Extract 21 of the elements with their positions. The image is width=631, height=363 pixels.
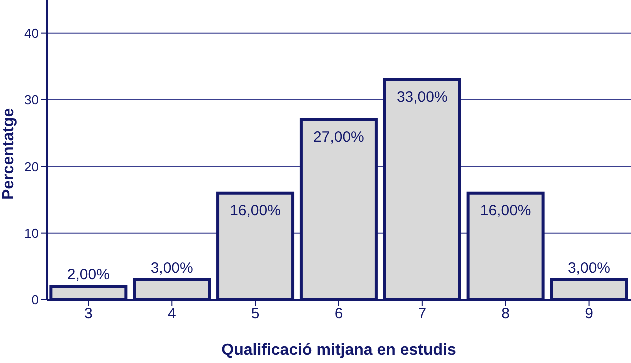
x-tick-label: 6 xyxy=(334,306,344,323)
x-axis-title: Qualificació mitjana en estudis xyxy=(222,342,456,359)
y-tick-label: 0 xyxy=(32,292,39,308)
x-tick-label: 3 xyxy=(84,306,93,323)
data-label: 16,00% xyxy=(480,202,532,220)
x-tick-label: 4 xyxy=(168,306,176,323)
data-label: 3,00% xyxy=(568,260,611,277)
x-tick-label: 8 xyxy=(502,306,510,323)
data-label: 3,00% xyxy=(150,260,194,277)
data-label: 2,00% xyxy=(67,266,110,284)
y-axis-title: Percentatge xyxy=(0,108,18,200)
data-label: 16,00% xyxy=(230,202,281,220)
data-label: 27,00% xyxy=(314,129,364,146)
y-tick-label: 40 xyxy=(24,26,39,41)
x-tick-label: 9 xyxy=(585,306,594,323)
x-tick-label: 5 xyxy=(251,306,260,323)
y-tick-label: 10 xyxy=(24,226,39,241)
y-tick-label: 20 xyxy=(24,159,39,174)
x-tick-label: 7 xyxy=(418,306,427,323)
y-tick-label: 30 xyxy=(24,92,39,108)
data-label: 33,00% xyxy=(396,89,448,106)
